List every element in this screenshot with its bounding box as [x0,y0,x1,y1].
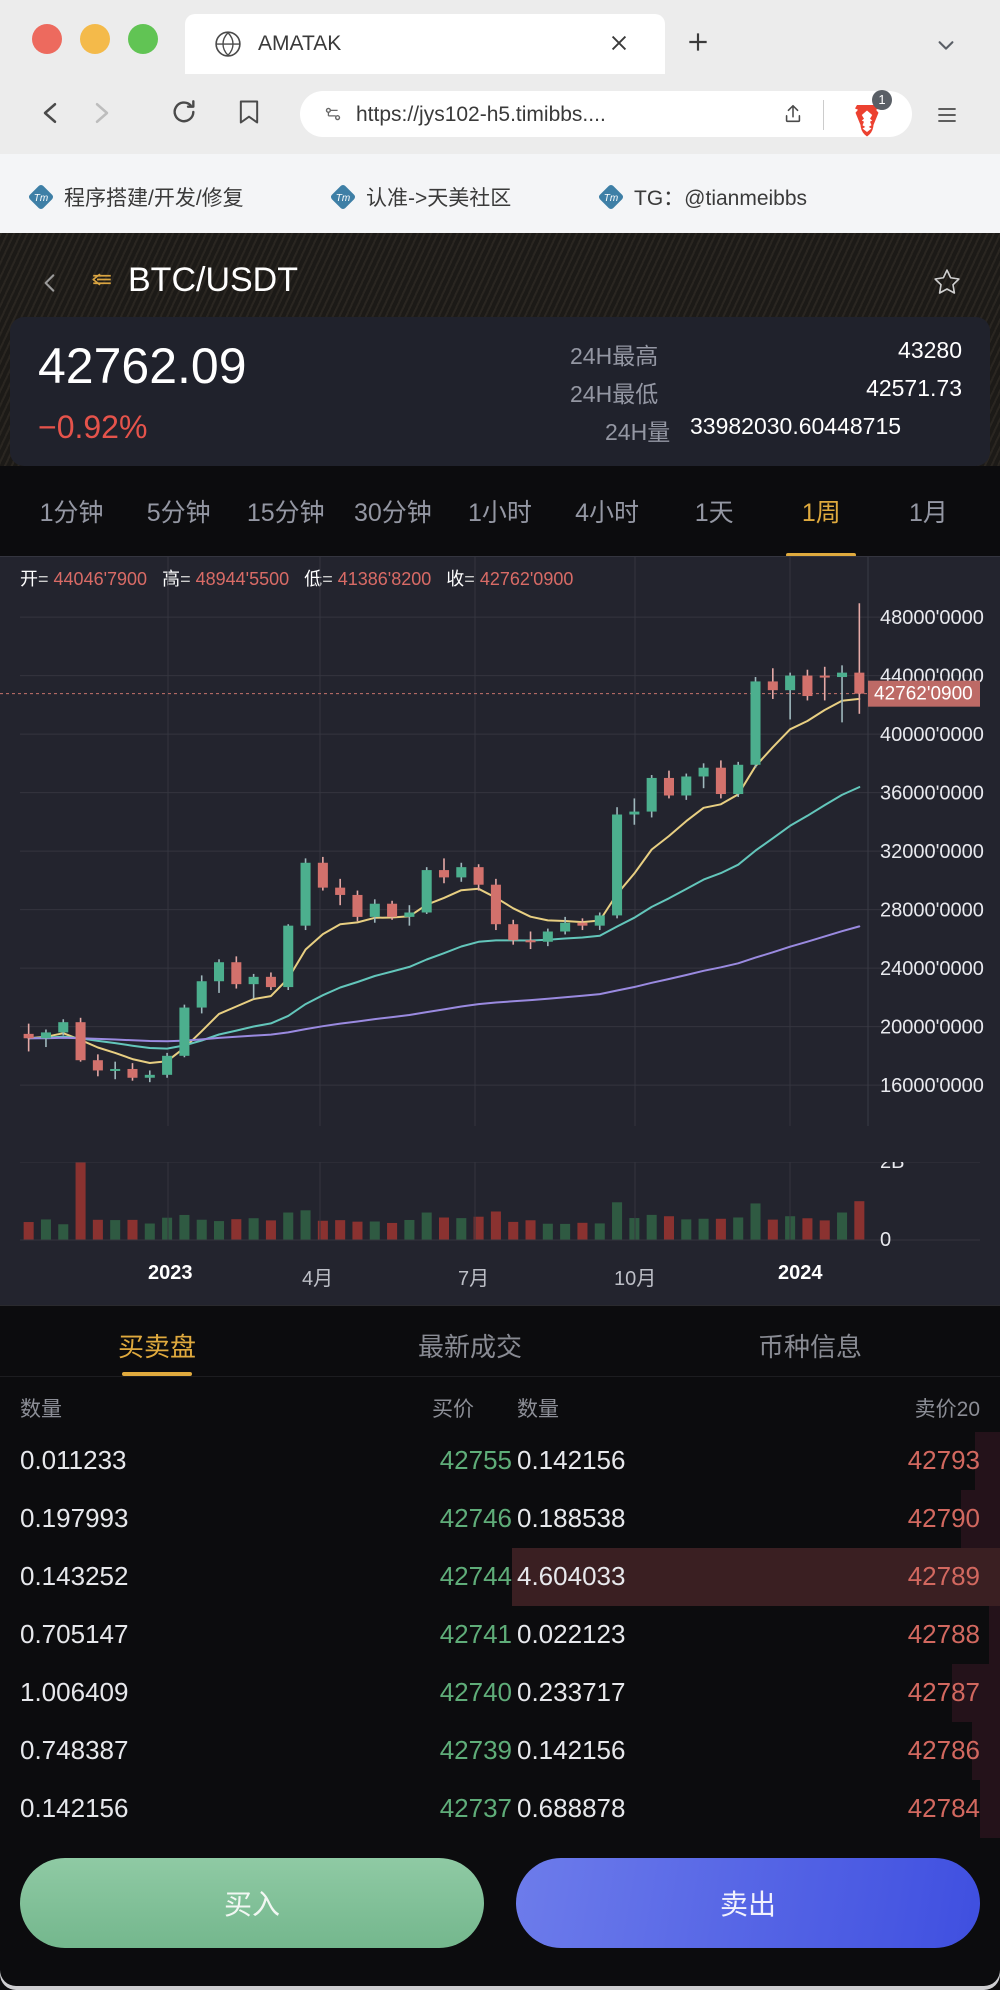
svg-text:48000'0000: 48000'0000 [880,607,984,629]
svg-text:16000'0000: 16000'0000 [880,1075,984,1097]
svg-text:2B: 2B [880,1162,904,1173]
svg-text:28000'0000: 28000'0000 [880,900,984,922]
svg-text:24000'0000: 24000'0000 [880,958,984,980]
svg-text:Tm: Tm [604,193,618,204]
svg-text:Tm: Tm [336,193,350,204]
svg-text:Tm: Tm [34,193,48,204]
svg-text:40000'0000: 40000'0000 [880,724,984,746]
svg-text:0: 0 [880,1229,891,1246]
svg-text:42762'0900: 42762'0900 [874,684,973,705]
svg-text:20000'0000: 20000'0000 [880,1017,984,1039]
svg-text:36000'0000: 36000'0000 [880,783,984,805]
svg-text:32000'0000: 32000'0000 [880,841,984,863]
